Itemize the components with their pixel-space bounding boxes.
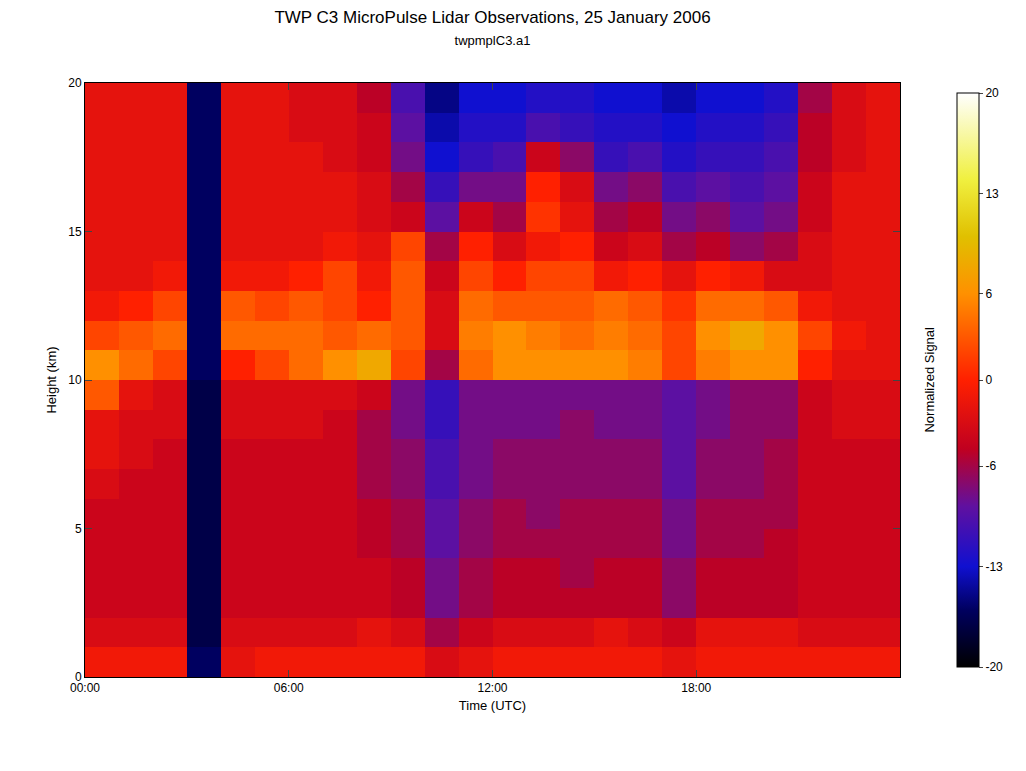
- svg-text:-13: -13: [985, 560, 1003, 574]
- svg-text:20: 20: [985, 86, 999, 100]
- svg-text:0: 0: [75, 670, 82, 684]
- svg-text:-6: -6: [985, 459, 996, 473]
- svg-text:6: 6: [985, 287, 992, 301]
- svg-text:20: 20: [68, 76, 82, 90]
- svg-text:12:00: 12:00: [477, 681, 507, 695]
- svg-text:Time (UTC): Time (UTC): [459, 698, 526, 713]
- svg-text:18:00: 18:00: [681, 681, 711, 695]
- svg-text:00:00: 00:00: [70, 681, 100, 695]
- svg-text:TWP C3 MicroPulse Lidar Observ: TWP C3 MicroPulse Lidar Observations, 25…: [274, 8, 710, 48]
- svg-text:0: 0: [985, 373, 992, 387]
- svg-text:5: 5: [75, 522, 82, 536]
- svg-text:Normalized Signal: Normalized Signal: [922, 327, 937, 433]
- svg-text:13: 13: [985, 187, 999, 201]
- svg-text:15: 15: [68, 225, 82, 239]
- svg-text:06:00: 06:00: [274, 681, 304, 695]
- svg-text:Height (km): Height (km): [44, 346, 59, 413]
- svg-text:-20: -20: [985, 660, 1003, 674]
- svg-text:10: 10: [68, 373, 82, 387]
